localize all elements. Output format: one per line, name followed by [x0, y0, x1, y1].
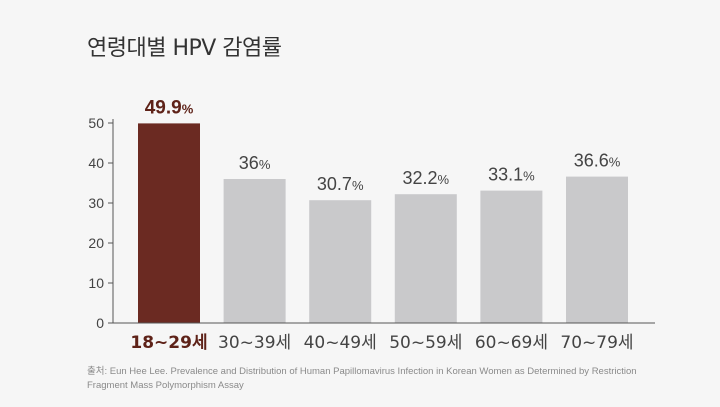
- bar-chart: 0 10 20 30 40 50 49.9% 36% 30.7% 32.2% 33.1% 36.6%…: [88, 97, 655, 353]
- x-label-2: 30~39세: [218, 333, 291, 353]
- y-tick-label: 0: [96, 315, 104, 331]
- x-label-4: 50~59세: [389, 333, 462, 353]
- x-axis-labels: 18~29세 30~39세 40~49세 50~59세 60~69세 70~79세: [130, 333, 633, 353]
- value-label-5: 33.1%: [488, 165, 535, 185]
- x-label-3: 40~49세: [304, 333, 377, 353]
- value-label-1: 49.9%: [145, 97, 194, 118]
- value-label-2: 36%: [239, 153, 271, 173]
- x-label-1: 18~29세: [130, 333, 207, 353]
- bars: [113, 123, 655, 324]
- y-tick-label: 40: [88, 155, 104, 171]
- y-tick-label: 20: [88, 235, 104, 251]
- value-label-3: 30.7%: [317, 174, 364, 194]
- y-tick-label: 50: [88, 115, 104, 131]
- bar-2: [223, 179, 286, 323]
- chart-title: 연령대별 HPV 감염률: [87, 36, 282, 61]
- bar-3: [309, 200, 372, 323]
- y-axis: 0 10 20 30 40 50: [88, 115, 114, 331]
- x-label-5: 60~69세: [475, 333, 548, 353]
- bar-4: [394, 194, 457, 323]
- y-tick-label: 10: [88, 275, 104, 291]
- bar-5: [480, 190, 543, 323]
- bar-1: [138, 123, 200, 324]
- x-label-6: 70~79세: [560, 333, 633, 353]
- y-tick-label: 30: [88, 195, 104, 211]
- bar-6: [566, 176, 628, 323]
- value-labels: 49.9% 36% 30.7% 32.2% 33.1% 36.6%: [145, 97, 621, 194]
- value-label-4: 32.2%: [402, 168, 449, 188]
- value-label-6: 36.6%: [574, 151, 621, 171]
- source-note: 출처: Eun Hee Lee. Prevalence and Distribu…: [87, 366, 637, 391]
